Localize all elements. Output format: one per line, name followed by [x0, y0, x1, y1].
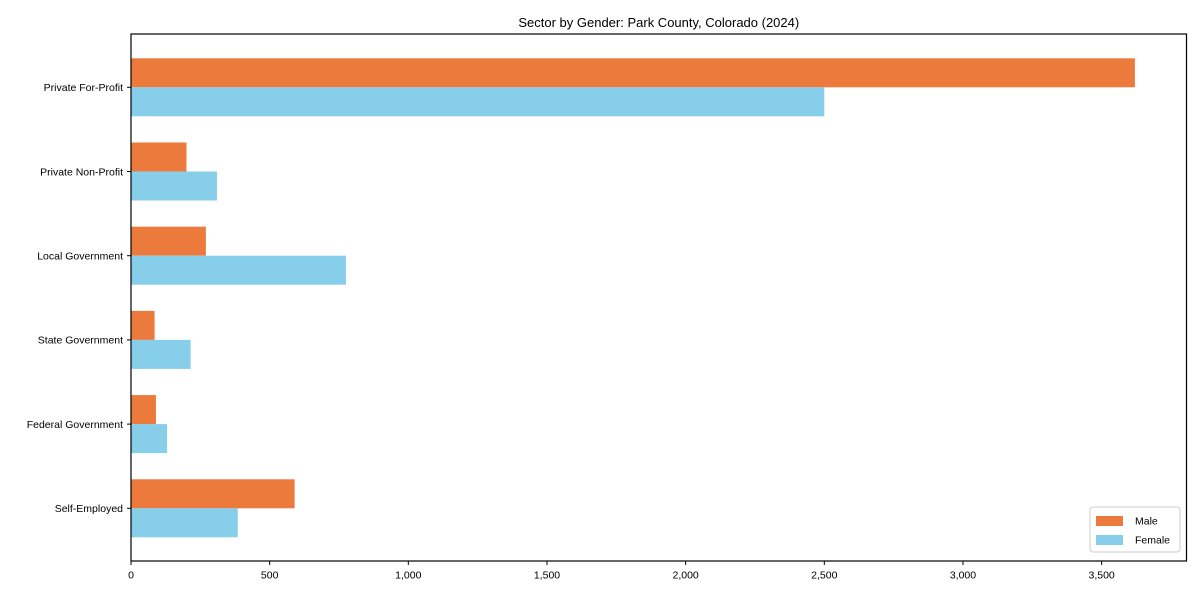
bar-female-2 — [131, 171, 217, 201]
legend: Male Female — [1089, 506, 1181, 553]
bar-male-1 — [131, 58, 1135, 88]
y-tick-label: State Government — [38, 335, 123, 347]
plot-border — [130, 33, 1188, 562]
x-tick-label: 3,000 — [950, 570, 976, 582]
y-tick-label: Self-Employed — [55, 503, 123, 515]
y-tick-label: Federal Government — [27, 419, 123, 431]
x-tick-label: 1,000 — [395, 570, 421, 582]
bar-male-6 — [131, 479, 295, 509]
x-tick-label: 2,000 — [673, 570, 699, 582]
x-tick-label: 2,500 — [811, 570, 837, 582]
bar-male-5 — [131, 395, 156, 425]
legend-label-male: Male — [1135, 516, 1158, 528]
bar-male-4 — [131, 310, 155, 340]
bars-group — [131, 58, 1135, 538]
bar-female-6 — [131, 508, 238, 538]
y-tick-label: Local Government — [37, 251, 123, 263]
legend-swatch-female — [1096, 535, 1123, 545]
chart-title: Sector by Gender: Park County, Colorado … — [518, 15, 799, 30]
axes-group: 0 500 1,000 1,500 2,000 2,500 3,000 3,500 Privat… — [27, 33, 1188, 582]
y-tick-label: Private For-Profit — [44, 82, 123, 94]
legend-swatch-male — [1096, 516, 1123, 526]
bar-male-3 — [131, 226, 206, 256]
y-tick-label: Private Non-Profit — [40, 166, 123, 178]
bar-female-5 — [131, 424, 168, 454]
legend-label-female: Female — [1135, 535, 1170, 547]
x-tick-label: 0 — [128, 570, 134, 582]
x-tick-label: 500 — [261, 570, 279, 582]
bar-female-3 — [131, 255, 346, 285]
bar-female-4 — [131, 339, 191, 369]
bar-female-1 — [131, 87, 825, 117]
x-tick-label: 1,500 — [534, 570, 560, 582]
x-tick-label: 3,500 — [1088, 570, 1114, 582]
bar-male-2 — [131, 142, 187, 172]
